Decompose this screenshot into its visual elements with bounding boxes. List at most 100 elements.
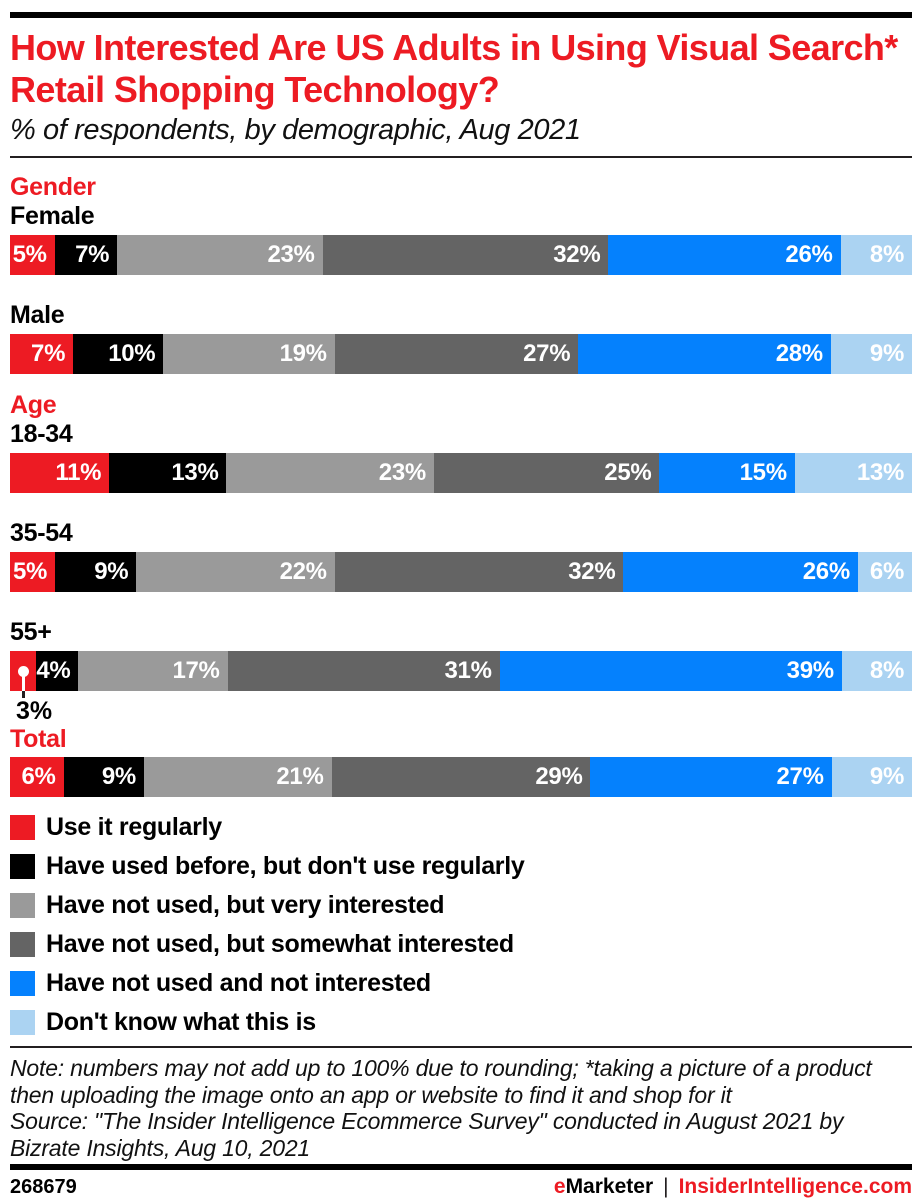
bar-value-label: 26% bbox=[785, 241, 833, 269]
chart-id: 268679 bbox=[10, 1175, 77, 1198]
bar-segment-have-not-used-but-very-interested: 21% bbox=[143, 757, 332, 798]
chart-row-female: Female 5% 7% 23% 32% 26% 8% bbox=[10, 202, 913, 276]
bar-segment-have-not-used-but-somewhat-interested: 27% bbox=[334, 334, 579, 375]
bar-segment-don-t-know-what-this-is: 8% bbox=[841, 651, 913, 692]
bar-value-label: 5% bbox=[13, 558, 48, 586]
section-label-age: Age bbox=[10, 391, 57, 420]
bar-18-34: 11% 13% 23% 25% 15% 13% bbox=[10, 453, 912, 494]
legend-label: Use it regularly bbox=[46, 813, 222, 842]
bar-segment-have-not-used-and-not-interested: 28% bbox=[578, 334, 831, 375]
bar-value-label: 6% bbox=[869, 558, 904, 586]
footer-brand: eMarketer | InsiderIntelligence.com bbox=[554, 1175, 912, 1199]
bar-segment-use-it-regularly: 6% bbox=[10, 757, 64, 798]
bar-value-label: 23% bbox=[378, 459, 426, 487]
bar-segment-don-t-know-what-this-is: 6% bbox=[857, 552, 912, 593]
row-label-35-54: 35-54 bbox=[10, 519, 73, 548]
legend-swatch bbox=[10, 815, 35, 841]
bar-segment-don-t-know-what-this-is: 8% bbox=[840, 235, 913, 276]
bar-value-label: 32% bbox=[568, 558, 616, 586]
legend-item-have-not-used-and-not-interested: Have not used and not interested bbox=[10, 969, 912, 998]
chart-row-35-54: 35-54 5% 9% 22% 32% 26% 6% bbox=[10, 519, 912, 593]
bar-value-label: 5% bbox=[12, 241, 47, 269]
bar-segment-use-it-regularly: 7% bbox=[10, 334, 74, 375]
legend-swatch bbox=[10, 971, 35, 997]
bar-segment-have-not-used-but-somewhat-interested: 25% bbox=[433, 453, 660, 494]
bar-segment-don-t-know-what-this-is: 9% bbox=[830, 334, 913, 375]
legend-swatch bbox=[10, 932, 35, 958]
bar-segment-have-not-used-but-somewhat-interested: 32% bbox=[334, 552, 624, 593]
bar-segment-use-it-regularly: 5% bbox=[10, 552, 56, 593]
header-divider bbox=[10, 156, 912, 159]
bar-segment-have-used-before-but-don-t-use-regularly: 9% bbox=[63, 757, 144, 798]
row-label-18-34: 18-34 bbox=[10, 420, 73, 449]
bar-segment-have-not-used-but-very-interested: 23% bbox=[117, 235, 323, 276]
bar-segment-have-used-before-but-don-t-use-regularly: 9% bbox=[55, 552, 137, 593]
legend-label: Have not used, but somewhat interested bbox=[46, 930, 514, 959]
bar-value-label: 9% bbox=[101, 763, 136, 791]
bar-segment-have-used-before-but-don-t-use-regularly: 10% bbox=[73, 334, 164, 375]
callout-stem bbox=[21, 671, 25, 692]
bar-value-label: 7% bbox=[75, 241, 110, 269]
bar-value-label: 4% bbox=[36, 657, 71, 685]
bar-segment-have-not-used-and-not-interested: 15% bbox=[659, 453, 795, 494]
bar-segment-have-not-used-but-somewhat-interested: 32% bbox=[322, 235, 609, 276]
legend-label: Have not used, but very interested bbox=[46, 891, 445, 920]
bar-value-label: 39% bbox=[786, 657, 834, 685]
bar-segment-have-not-used-but-very-interested: 22% bbox=[136, 552, 335, 593]
insider-intelligence-link[interactable]: InsiderIntelligence.com bbox=[678, 1175, 912, 1199]
bar-segment-have-not-used-and-not-interested: 39% bbox=[499, 651, 842, 692]
bar-value-label: 23% bbox=[267, 241, 315, 269]
legend-swatch bbox=[10, 854, 35, 880]
bar-segment-use-it-regularly: 11% bbox=[10, 453, 110, 494]
bottom-rule bbox=[10, 1164, 912, 1171]
bar-total: 6% 9% 21% 29% 27% 9% bbox=[10, 757, 912, 798]
bar-value-label: 6% bbox=[21, 763, 56, 791]
bar-segment-use-it-regularly bbox=[10, 651, 37, 699]
bar-value-label: 9% bbox=[869, 340, 905, 368]
footnote: Note: numbers may not add up to 100% due… bbox=[10, 1055, 912, 1161]
row-label-female: Female bbox=[10, 202, 95, 231]
bar-value-label: 10% bbox=[108, 340, 156, 368]
bar-segment-have-not-used-but-somewhat-interested: 29% bbox=[331, 757, 591, 798]
callout-dot bbox=[17, 666, 29, 678]
page-subtitle: % of respondents, by demographic, Aug 20… bbox=[10, 114, 581, 147]
bar-value-label: 32% bbox=[553, 241, 601, 269]
bar-segment-have-not-used-but-somewhat-interested: 31% bbox=[227, 651, 500, 692]
legend-label: Have not used and not interested bbox=[46, 969, 431, 998]
bar-segment-use-it-regularly: 5% bbox=[10, 235, 55, 276]
bar-segment-have-not-used-and-not-interested: 26% bbox=[623, 552, 858, 593]
bar-value-label: 25% bbox=[604, 459, 652, 487]
legend-label: Have used before, but don't use regularl… bbox=[46, 852, 525, 881]
legend-swatch bbox=[10, 893, 35, 919]
top-rule bbox=[10, 12, 912, 18]
legend: Use it regularly Have used before, but do… bbox=[10, 813, 912, 1037]
bar-value-label: 15% bbox=[739, 459, 787, 487]
callout-value-label: 3% bbox=[16, 697, 53, 726]
bar-segment-have-not-used-but-very-interested: 17% bbox=[78, 651, 228, 692]
bar-35-54: 5% 9% 22% 32% 26% 6% bbox=[10, 552, 912, 593]
bar-value-label: 13% bbox=[171, 459, 219, 487]
bar-segment-have-used-before-but-don-t-use-regularly: 13% bbox=[109, 453, 227, 494]
chart-row-male: Male 7% 10% 19% 27% 28% 9% bbox=[10, 301, 913, 375]
bar-segment-have-not-used-and-not-interested: 27% bbox=[590, 757, 832, 798]
bar-value-label: 17% bbox=[172, 657, 220, 685]
bar-segment-don-t-know-what-this-is: 9% bbox=[831, 757, 912, 798]
bar-value-label: 27% bbox=[776, 763, 824, 791]
chart-row-55: 55+ 4% 17% 31% 39% 8% 3% bbox=[10, 618, 913, 726]
chart-page: How Interested Are US Adults in Using Vi… bbox=[0, 12, 922, 1199]
section-label-gender: Gender bbox=[10, 173, 96, 202]
source-text: Source: "The Insider Intelligence Ecomme… bbox=[10, 1108, 844, 1161]
legend-swatch bbox=[10, 1010, 35, 1036]
row-label-male: Male bbox=[10, 301, 65, 330]
footer: 268679 eMarketer | InsiderIntelligence.c… bbox=[10, 1175, 912, 1199]
callout-stem-lower bbox=[21, 691, 25, 699]
bar-55: 4% 17% 31% 39% 8% bbox=[10, 651, 913, 699]
bar-male: 7% 10% 19% 27% 28% 9% bbox=[10, 334, 913, 375]
emarketer-logo-rest: Marketer bbox=[565, 1175, 654, 1199]
bar-female: 5% 7% 23% 32% 26% 8% bbox=[10, 235, 913, 276]
chart: Gender Female 5% 7% 23% 32% 26% 8% Male 7% 10% 19% 2… bbox=[10, 173, 913, 798]
emarketer-logo-e: e bbox=[553, 1175, 566, 1199]
bar-value-label: 7% bbox=[31, 340, 66, 368]
bar-value-label: 22% bbox=[279, 558, 327, 586]
legend-item-have-used-before-but-don-t-use-regularly: Have used before, but don't use regularl… bbox=[10, 852, 912, 881]
